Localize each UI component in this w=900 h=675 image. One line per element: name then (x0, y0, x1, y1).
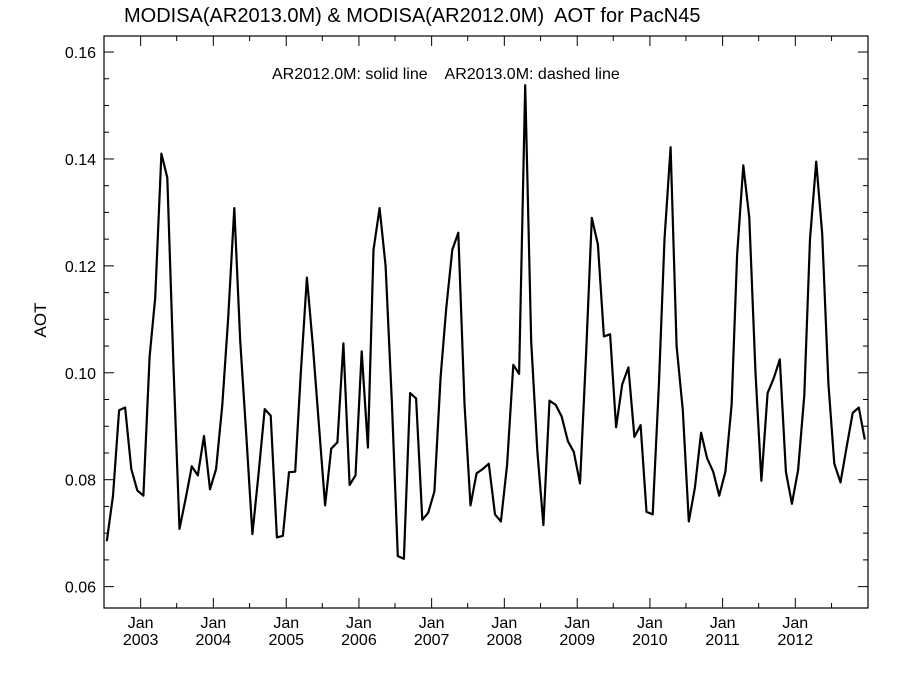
x-tick-month-label: Jan (200, 615, 226, 632)
y-tick-label: 0.08 (65, 473, 96, 490)
y-tick-label: 0.06 (65, 580, 96, 597)
x-tick-year-label: 2012 (778, 632, 814, 649)
x-tick-month-label: Jan (346, 615, 372, 632)
x-tick-year-label: 2006 (341, 632, 377, 649)
series-line-solid (105, 84, 866, 560)
y-tick-label: 0.12 (65, 259, 96, 276)
x-tick-month-label: Jan (782, 615, 808, 632)
x-tick-month-label: Jan (491, 615, 517, 632)
x-tick-month-label: Jan (710, 615, 736, 632)
line-style-annotation: AR2012.0M: solid line AR2013.0M: dashed … (272, 66, 620, 83)
x-tick-month-label: Jan (128, 615, 154, 632)
x-tick-month-label: Jan (564, 615, 590, 632)
x-tick-year-label: 2003 (123, 632, 159, 649)
x-tick-month-label: Jan (637, 615, 663, 632)
series-group (105, 84, 866, 560)
y-tick-label: 0.16 (65, 45, 96, 62)
x-tick-month-label: Jan (419, 615, 445, 632)
y-axis-label: AOT (31, 303, 50, 338)
x-tick-year-label: 2008 (487, 632, 523, 649)
x-tick-year-label: 2004 (196, 632, 232, 649)
x-tick-year-label: 2010 (632, 632, 668, 649)
y-axis-ticks: 0.06 0.08 0.10 0.12 0.14 0.16 (65, 45, 868, 597)
x-tick-month-label: Jan (273, 615, 299, 632)
y-tick-label: 0.14 (65, 152, 96, 169)
plot-frame (103, 35, 869, 609)
x-tick-year-label: 2005 (268, 632, 304, 649)
x-tick-year-label: 2011 (705, 632, 740, 649)
chart-title: MODISA(AR2013.0M) & MODISA(AR2012.0M) AO… (124, 5, 700, 27)
x-axis-ticks: Jan2003Jan2004Jan2005Jan2006Jan2007Jan20… (123, 36, 833, 649)
x-tick-year-label: 2007 (414, 632, 450, 649)
x-tick-year-label: 2009 (559, 632, 595, 649)
y-tick-label: 0.10 (65, 366, 96, 383)
